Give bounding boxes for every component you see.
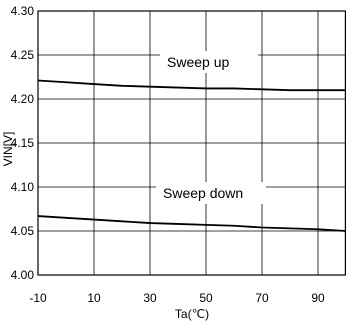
annotations: Sweep up Sweep down [156,51,266,204]
y-tick-label: 4.15 [11,136,35,150]
series-line-sweep-up [37,79,346,92]
y-axis-label: VIN[V] [1,132,15,167]
y-tick-label: 4.10 [11,180,35,194]
series-line-sweep-down [37,215,346,232]
annotation-sweep-up: Sweep up [167,54,229,70]
y-tick-labels: 4.00 4.05 4.10 4.15 4.20 4.25 4.30 [11,4,35,282]
x-tick-labels: -10 10 30 50 70 90 [29,291,325,305]
annotation-down-background [156,182,266,204]
x-tick-label: 10 [87,291,101,305]
annotation-up-background [160,51,258,73]
y-tick-label: 4.20 [11,92,35,106]
annotation-sweep-down: Sweep down [163,185,243,201]
x-tick-label: 50 [199,291,213,305]
grid [37,10,346,276]
y-tick-label: 4.30 [11,4,35,18]
x-tick-label: 90 [311,291,325,305]
plot-frame [37,10,346,276]
x-tick-label: 30 [143,291,157,305]
x-tick-label: -10 [29,291,47,305]
x-axis-label: Ta(℃) [175,307,209,321]
y-tick-label: 4.00 [11,268,35,282]
y-tick-label: 4.25 [11,48,35,62]
x-tick-label: 70 [255,291,269,305]
series-lines [37,79,346,232]
y-tick-label: 4.05 [11,224,35,238]
